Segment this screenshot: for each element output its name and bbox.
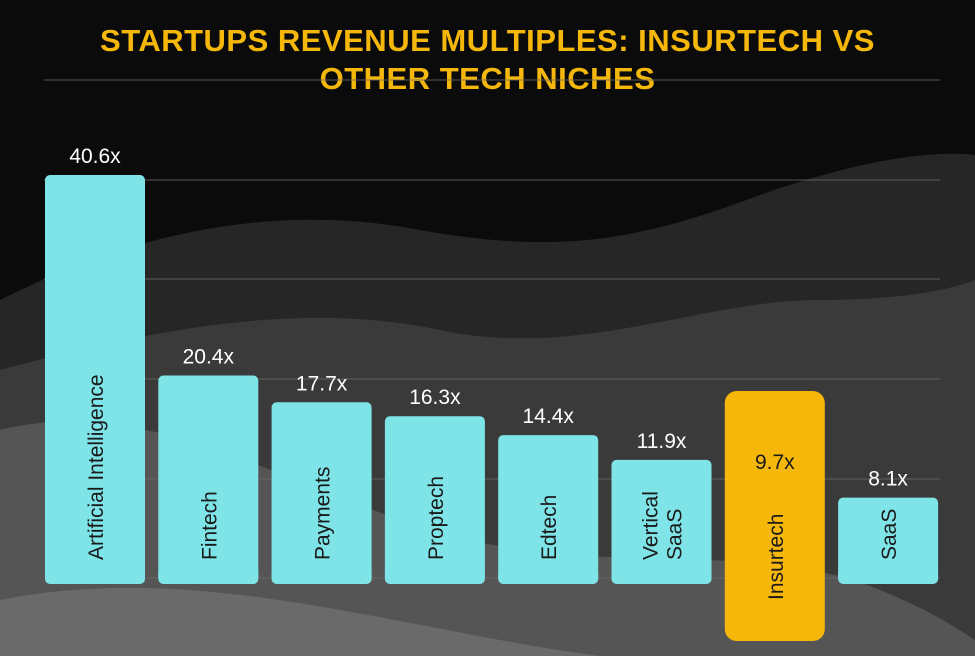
value-label: 17.7x (296, 372, 348, 395)
bar-base (45, 572, 145, 578)
chart-title: STARTUPS REVENUE MULTIPLES: INSURTECH VS… (0, 22, 975, 98)
value-label: 40.6x (69, 145, 121, 168)
bar-saas (838, 497, 939, 584)
category-label: Payments (312, 467, 335, 560)
category-label-line: Payments (312, 467, 335, 560)
category-label-line: SaaS (878, 509, 901, 560)
bar-vertical-saas (611, 459, 712, 584)
bar-base (498, 572, 599, 578)
category-label: Edtech (538, 495, 561, 560)
category-label: Insurtech (765, 514, 788, 600)
category-label-line: Insurtech (765, 514, 788, 600)
bar-base (271, 572, 372, 578)
category-label: Artificial Intelligence (85, 374, 108, 560)
category-label-line: SaaS (664, 509, 687, 560)
category-label-line: Artificial Intelligence (85, 374, 108, 560)
bar-proptech (384, 416, 485, 584)
value-label: 16.3x (409, 386, 461, 409)
bar-base (158, 572, 259, 578)
chart-title-line-2: OTHER TECH NICHES (319, 61, 656, 96)
chart-title-line-1: STARTUPS REVENUE MULTIPLES: INSURTECH VS (100, 23, 875, 58)
bar-insurtech (724, 391, 825, 641)
bar-base (838, 572, 939, 578)
category-label: Fintech (198, 491, 221, 560)
category-label: SaaS (878, 509, 901, 560)
bar-payments (271, 402, 372, 584)
value-label: 11.9x (637, 430, 687, 453)
category-label: Proptech (425, 476, 448, 560)
bar-artificial-intelligence (45, 175, 145, 584)
value-label: 20.4x (183, 346, 235, 369)
bar-base (611, 572, 712, 578)
category-label-line: Proptech (425, 476, 448, 560)
category-label-line: Edtech (538, 495, 561, 560)
bar-edtech (498, 435, 599, 584)
category-label-line: Vertical (640, 491, 663, 560)
value-label: 8.1x (868, 468, 908, 491)
category-label-line: Fintech (198, 491, 221, 560)
category-label: Vertical SaaS (640, 491, 687, 560)
value-label: 14.4x (523, 405, 575, 428)
bar-base (384, 572, 485, 578)
bar-fintech (158, 375, 259, 584)
value-label: 9.7x (755, 451, 795, 474)
